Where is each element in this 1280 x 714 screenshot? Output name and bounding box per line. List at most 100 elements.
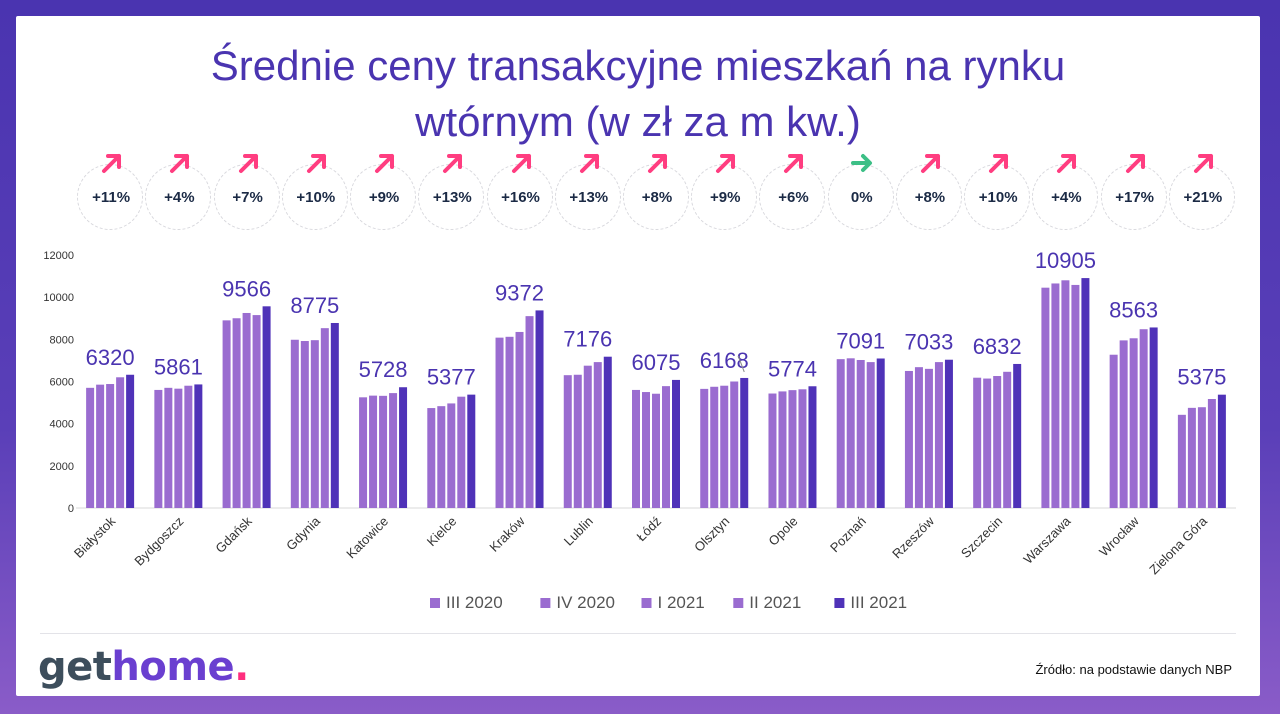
- arrow-up-right-icon: [576, 149, 604, 177]
- category-label: Olsztyn: [691, 514, 732, 555]
- change-percent: +4%: [164, 189, 195, 206]
- bar: [252, 315, 261, 508]
- arrow-up-right-icon: [235, 149, 263, 177]
- legend-swatch: [641, 598, 652, 608]
- data-label: 5774: [768, 356, 817, 381]
- data-label: 10905: [1035, 248, 1096, 273]
- bar: [1081, 278, 1090, 508]
- category-label: Warszawa: [1020, 513, 1074, 567]
- infographic-card: Średnie ceny transakcyjne mieszkań na ry…: [16, 16, 1260, 696]
- bar: [1041, 287, 1050, 508]
- bar: [154, 389, 163, 508]
- change-percent: +9%: [710, 189, 741, 206]
- bar: [86, 387, 95, 508]
- bar: [184, 385, 193, 508]
- bar: [222, 320, 231, 508]
- bar: [1051, 283, 1060, 508]
- change-indicator: +6%: [759, 154, 826, 230]
- bar: [720, 385, 729, 508]
- category-label: Białystok: [71, 513, 119, 561]
- category-label: Gdańsk: [212, 513, 255, 556]
- change-indicator: +13%: [418, 154, 485, 230]
- data-label: 5861: [154, 354, 203, 379]
- category-label: Zielona Góra: [1146, 513, 1210, 577]
- change-percent: 0%: [850, 189, 873, 206]
- y-tick-label: 8000: [50, 334, 74, 346]
- arrow-up-right-icon: [712, 149, 740, 177]
- arrow-up-right-icon: [1190, 149, 1218, 177]
- change-indicator: +10%: [964, 154, 1031, 230]
- legend-label: II 2021: [749, 593, 801, 612]
- bar: [1061, 280, 1070, 508]
- arrow-up-right-icon: [166, 149, 194, 177]
- change-percent: +6%: [778, 189, 809, 206]
- legend-swatch: [430, 598, 440, 608]
- y-tick-label: 4000: [50, 419, 74, 431]
- bar: [740, 377, 749, 508]
- y-tick-label: 10000: [43, 292, 74, 304]
- bar: [662, 386, 670, 508]
- bar: [320, 328, 329, 508]
- arrow-up-right-icon: [917, 149, 945, 177]
- bar: [914, 367, 923, 508]
- change-percent: +10%: [296, 189, 336, 206]
- change-percent: +8%: [914, 189, 946, 206]
- category-label: Wrocław: [1096, 513, 1142, 559]
- bar: [1197, 407, 1206, 508]
- bar: [467, 394, 476, 508]
- y-tick-label: 12000: [43, 250, 74, 262]
- bar: [603, 356, 612, 508]
- category-label: Kielce: [424, 514, 460, 550]
- category-label: Łódź: [634, 514, 665, 545]
- bar: [856, 359, 865, 508]
- legend-label: III 2020: [446, 593, 503, 612]
- leader-line: [737, 355, 745, 373]
- change-indicator: +13%: [554, 154, 621, 230]
- title-line-1: Średnie ceny transakcyjne mieszkań na ry…: [210, 42, 1066, 89]
- data-label: 6320: [86, 345, 135, 370]
- category-label: Kraków: [486, 513, 528, 555]
- arrow-up-right-icon: [985, 149, 1013, 177]
- bar: [457, 396, 466, 508]
- bar: [525, 316, 534, 508]
- change-percent: +17%: [1115, 189, 1155, 206]
- legend-swatch: [834, 598, 845, 608]
- data-label: 7091: [836, 328, 885, 353]
- bar: [924, 368, 933, 508]
- data-label: 5728: [359, 357, 408, 382]
- change-percent: +13%: [432, 189, 472, 206]
- bar: [1177, 414, 1186, 508]
- change-indicator: +9%: [350, 154, 417, 230]
- bar: [563, 375, 572, 508]
- data-label: 9566: [222, 276, 271, 301]
- change-indicator: 0%: [827, 154, 894, 230]
- bar: [194, 384, 203, 508]
- bar: [866, 362, 875, 508]
- bar: [427, 408, 436, 508]
- bar: [993, 376, 1002, 508]
- bar: [710, 386, 719, 508]
- category-label: Rzeszów: [889, 513, 937, 561]
- change-percent: +21%: [1183, 189, 1223, 206]
- change-indicator: +8%: [895, 154, 962, 230]
- change-indicator: +16%: [486, 154, 553, 230]
- bar: [310, 340, 319, 508]
- bar: [1217, 394, 1226, 508]
- change-percent: +4%: [1051, 189, 1082, 206]
- y-tick-label: 2000: [50, 461, 74, 473]
- data-label: 6168: [700, 348, 749, 373]
- bar: [1013, 363, 1022, 508]
- bar: [1129, 338, 1138, 508]
- bar: [934, 362, 943, 508]
- data-label: 7033: [904, 330, 953, 355]
- bar: [593, 362, 602, 508]
- bar: [573, 374, 582, 508]
- bar: [174, 388, 183, 508]
- category-label: Szczecin: [958, 514, 1005, 561]
- change-indicator: +4%: [1032, 154, 1099, 230]
- legend-label: IV 2020: [556, 593, 615, 612]
- data-label: 5375: [1177, 365, 1226, 390]
- arrow-up-right-icon: [508, 149, 536, 177]
- bar: [788, 390, 797, 508]
- bar: [389, 393, 398, 508]
